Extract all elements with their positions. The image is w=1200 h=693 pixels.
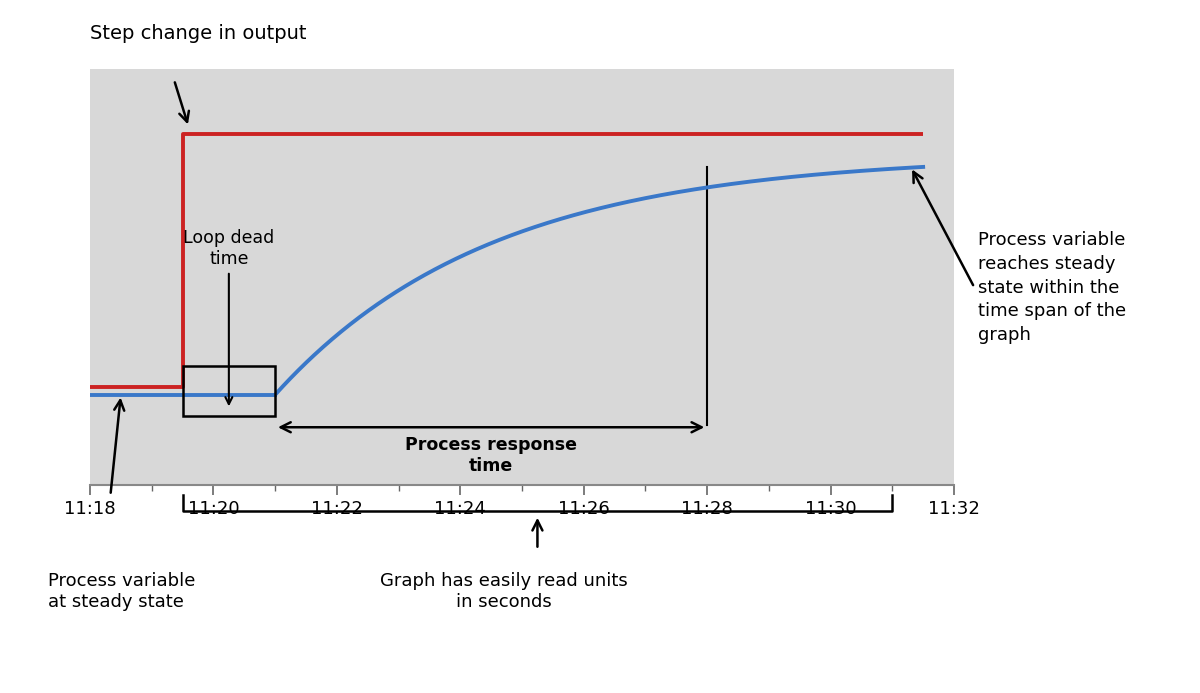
Text: Loop dead
time: Loop dead time [184,229,275,404]
Bar [182,366,275,416]
Text: Graph has easily read units
in seconds: Graph has easily read units in seconds [380,572,628,611]
Text: Process variable
at steady state: Process variable at steady state [48,572,196,611]
Text: Step change in output: Step change in output [90,24,306,43]
Text: Process variable
reaches steady
state within the
time span of the
graph: Process variable reaches steady state wi… [978,231,1126,344]
Text: Process response
time: Process response time [406,437,577,475]
